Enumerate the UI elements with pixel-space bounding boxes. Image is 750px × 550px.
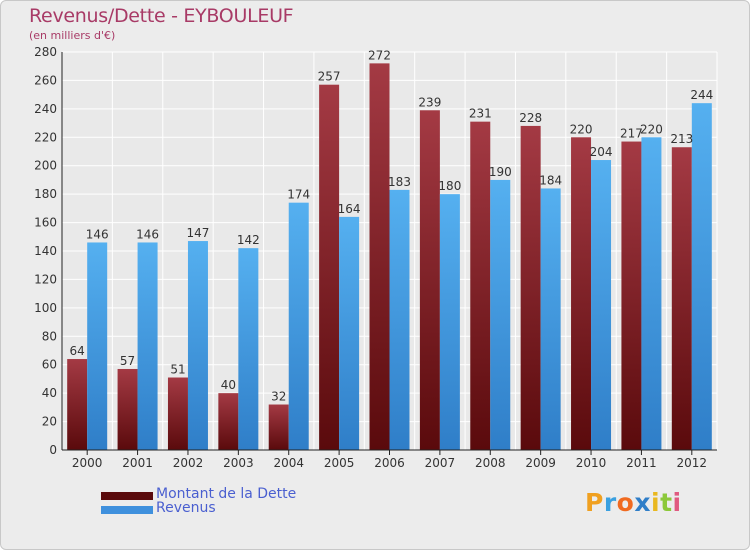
data-label-revenus: 146 [136, 227, 159, 241]
bar-revenus [641, 137, 662, 451]
data-label-dette: 231 [469, 107, 492, 121]
bar-revenus [137, 242, 158, 450]
logo-letter: o [616, 488, 635, 517]
data-label-revenus: 164 [338, 202, 361, 216]
y-tick-label: 280 [34, 45, 57, 59]
data-labels: 64 146 57 146 51 147 40 142 32 174 257 164 272 183 239… [70, 48, 714, 403]
x-tick-label: 2008 [475, 456, 506, 470]
bar-revenus [389, 189, 410, 450]
logo-letter: t [660, 488, 673, 517]
x-tick-label: 2000 [72, 456, 103, 470]
data-label-revenus: 180 [438, 179, 461, 193]
x-tick-label: 2004 [273, 456, 304, 470]
bar-dette [419, 110, 440, 451]
bar-revenus [540, 188, 561, 450]
logo-letter: i [672, 488, 682, 517]
chart-title: Revenus/Dette - EYBOULEUF [29, 5, 294, 27]
y-tick-label: 200 [34, 159, 57, 173]
y-tick-label: 220 [34, 130, 57, 144]
data-label-revenus: 190 [489, 165, 512, 179]
y-tick-label: 120 [34, 272, 57, 286]
bar-dette [67, 359, 88, 450]
chart-subtitle: (en milliers d'€) [29, 29, 116, 42]
y-tick-label: 20 [42, 415, 57, 429]
data-label-revenus: 220 [640, 122, 663, 136]
bar-revenus [87, 242, 108, 450]
y-tick-label: 80 [42, 329, 57, 343]
x-tick-label: 2009 [525, 456, 556, 470]
x-tick-label: 2007 [425, 456, 456, 470]
legend-label-dette: Montant de la Dette [156, 486, 297, 502]
bar-dette [319, 84, 340, 450]
bar-dette [268, 404, 289, 450]
bar-dette [621, 141, 642, 451]
x-tick-label: 2005 [324, 456, 355, 470]
bar-revenus [187, 241, 208, 450]
x-tick-label: 2010 [576, 456, 607, 470]
bar-dette [470, 121, 491, 451]
bar-dette [218, 393, 239, 450]
bar-revenus [339, 216, 360, 450]
data-label-dette: 51 [170, 363, 185, 377]
y-tick-label: 140 [34, 244, 57, 258]
data-label-dette: 257 [318, 70, 341, 84]
data-label-revenus: 244 [690, 88, 713, 102]
legend-swatch-revenus [101, 506, 153, 514]
bar-dette [117, 368, 138, 450]
data-label-revenus: 174 [287, 188, 310, 202]
x-tick-label: 2002 [173, 456, 204, 470]
data-label-dette: 32 [271, 390, 286, 404]
data-label-dette: 64 [70, 344, 85, 358]
legend-label-revenus: Revenus [156, 500, 216, 516]
logo-letter: P [585, 488, 604, 517]
bars [67, 63, 712, 451]
bar-dette [520, 125, 541, 451]
data-label-dette: 272 [368, 48, 391, 62]
y-tick-label: 180 [34, 187, 57, 201]
bar-dette [671, 147, 692, 450]
data-label-revenus: 142 [237, 233, 260, 247]
y-tick-label: 60 [42, 358, 57, 372]
x-tick-label: 2001 [122, 456, 153, 470]
logo-letter: x [634, 488, 651, 517]
proxiti-logo: Proxiti [585, 488, 682, 517]
y-tick-label: 160 [34, 216, 57, 230]
bar-revenus [238, 248, 259, 450]
bar-revenus [591, 160, 612, 450]
data-label-dette: 239 [418, 95, 441, 109]
data-label-revenus: 147 [187, 226, 210, 240]
data-label-revenus: 146 [86, 227, 109, 241]
data-label-revenus: 204 [590, 145, 613, 159]
y-tick-label: 40 [42, 386, 57, 400]
bar-dette [571, 137, 592, 451]
x-tick-label: 2012 [677, 456, 708, 470]
data-label-dette: 228 [519, 111, 542, 125]
data-label-dette: 220 [570, 122, 593, 136]
y-tick-label: 0 [49, 443, 57, 457]
y-tick-label: 100 [34, 301, 57, 315]
data-label-dette: 217 [620, 127, 643, 141]
bar-dette [369, 63, 390, 450]
axes: 0 20 40 60 80 100 120 140 160 180 200 220 240 260 280 2… [34, 45, 717, 470]
bar-dette [167, 377, 188, 450]
x-tick-label: 2006 [374, 456, 405, 470]
logo-letter: i [651, 488, 661, 517]
data-label-dette: 40 [221, 378, 236, 392]
data-label-dette: 213 [670, 132, 693, 146]
y-tick-label: 240 [34, 102, 57, 116]
y-tick-label: 260 [34, 73, 57, 87]
data-label-revenus: 183 [388, 175, 411, 189]
x-tick-label: 2011 [626, 456, 657, 470]
bar-revenus [288, 202, 309, 450]
logo-letter: r [603, 488, 617, 517]
data-label-dette: 57 [120, 354, 135, 368]
bar-revenus [691, 103, 712, 451]
legend-swatch-dette [101, 492, 153, 500]
bar-revenus [439, 194, 460, 450]
x-tick-label: 2003 [223, 456, 254, 470]
bar-revenus [490, 179, 511, 450]
data-label-revenus: 184 [539, 173, 562, 187]
